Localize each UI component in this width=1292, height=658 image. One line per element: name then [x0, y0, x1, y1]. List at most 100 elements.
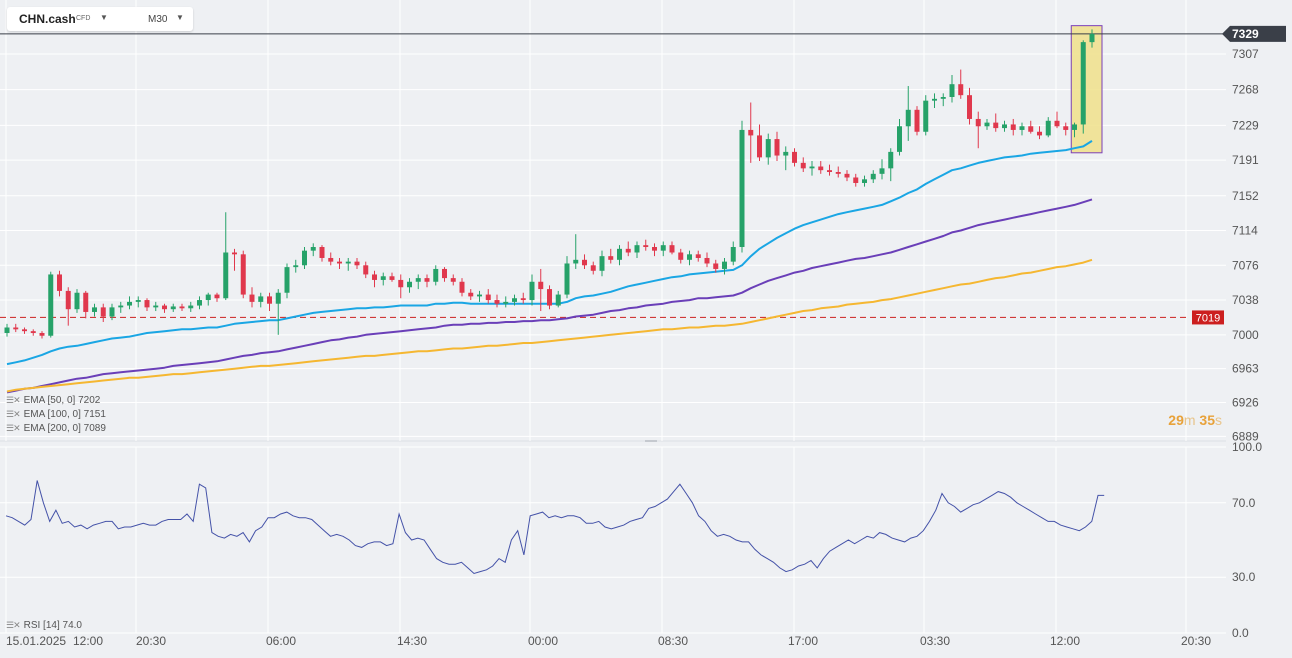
- candle-body: [442, 268, 447, 279]
- price-tick-label: 7229: [1232, 118, 1259, 132]
- legend-ema-100[interactable]: ☰✕ EMA [100, 0] 7151: [6, 409, 106, 420]
- candle-body: [407, 281, 412, 288]
- pane-resize-handle: [645, 440, 657, 442]
- settings-close-icon[interactable]: ☰✕: [6, 620, 21, 630]
- price-tick-label: 7076: [1232, 258, 1259, 272]
- candle-body: [940, 97, 946, 99]
- chevron-down-icon[interactable]: ▼: [176, 13, 184, 22]
- price-tick-label: 6926: [1232, 395, 1259, 409]
- candle-body: [713, 263, 719, 269]
- candle-body: [354, 261, 360, 266]
- symbol-label: CHN.cash: [19, 12, 76, 26]
- highlight-box: [1070, 25, 1103, 154]
- candle-body: [267, 296, 272, 304]
- candle-body: [520, 298, 526, 301]
- candle-body: [153, 305, 159, 308]
- candle-body: [564, 263, 570, 295]
- candle-body: [730, 247, 736, 262]
- time-tick-label: 00:00: [528, 634, 558, 648]
- rsi-tick-label: 70.0: [1232, 496, 1256, 510]
- current-price-tag: [1222, 25, 1286, 42]
- candle-body: [862, 179, 867, 183]
- legend-rsi[interactable]: ☰✕ RSI [14] 74.0: [6, 620, 82, 631]
- legend-rsi-label: RSI [14] 74.0: [23, 620, 82, 631]
- candle-body: [897, 126, 902, 152]
- time-tick-label: 20:30: [136, 634, 166, 648]
- price-tick-label: 6889: [1232, 429, 1259, 443]
- settings-close-icon[interactable]: ☰✕: [6, 409, 21, 419]
- time-tick-label: 03:30: [920, 634, 950, 648]
- candle-body: [695, 254, 701, 258]
- time-tick-label: 08:30: [658, 634, 688, 648]
- candle-body: [372, 274, 377, 280]
- candle-body: [608, 256, 614, 260]
- candle-body: [310, 247, 316, 251]
- candle-body: [1037, 131, 1042, 136]
- candle-body: [223, 252, 229, 299]
- candle-body: [1054, 120, 1060, 127]
- candle-body: [1045, 120, 1051, 136]
- candle-body: [57, 274, 62, 291]
- price-tick-label: 7307: [1232, 47, 1259, 61]
- candle-body: [573, 259, 579, 264]
- candle-body: [547, 289, 552, 306]
- legend-ema-200-label: EMA [200, 0] 7089: [23, 423, 106, 434]
- rsi-tick-label: 100.0: [1232, 440, 1262, 454]
- candle-body: [870, 173, 876, 180]
- chevron-down-icon[interactable]: ▼: [100, 13, 108, 22]
- candle-body: [967, 95, 972, 119]
- candle-body: [993, 122, 999, 129]
- countdown-seconds: 35: [1199, 412, 1215, 428]
- candle-body: [809, 166, 815, 169]
- candle-body: [765, 139, 771, 158]
- ema-line-100: [6, 198, 1093, 394]
- candle-body: [258, 296, 264, 302]
- reference-price-label: 7019: [1196, 312, 1220, 324]
- candle-body: [757, 135, 762, 158]
- symbol-selector[interactable]: CHN.cash CFD ▼ M30 ▼: [7, 7, 193, 31]
- candle-body: [704, 257, 710, 264]
- price-tick-label: 7152: [1232, 189, 1259, 203]
- timeframe-label[interactable]: M30: [148, 14, 168, 25]
- reference-price-tag: [1192, 310, 1224, 325]
- candle-body: [625, 248, 631, 253]
- candle-body: [424, 278, 430, 282]
- candle-body: [958, 84, 964, 96]
- candle-body: [363, 265, 369, 275]
- cfd-badge: CFD: [76, 15, 91, 22]
- candle-body: [22, 329, 27, 332]
- candle-body: [249, 294, 255, 302]
- candle-body: [1072, 124, 1077, 130]
- candle-body: [678, 252, 684, 260]
- settings-close-icon[interactable]: ☰✕: [6, 423, 21, 433]
- candle-body: [652, 247, 657, 251]
- candle-body: [660, 245, 666, 251]
- candle-body: [888, 151, 894, 169]
- candle-body: [135, 300, 141, 302]
- candle-body: [162, 305, 167, 310]
- candle-body: [415, 278, 421, 282]
- candle-body: [170, 306, 176, 310]
- candle-body: [975, 118, 981, 127]
- legend-ema-200[interactable]: ☰✕ EMA [200, 0] 7089: [6, 423, 106, 434]
- time-tick-label: 15.01.2025: [6, 634, 66, 648]
- time-tick-label: 06:00: [266, 634, 296, 648]
- candle-body: [100, 307, 106, 317]
- candle-body: [477, 294, 482, 297]
- candle-body: [1080, 42, 1086, 125]
- candle-body: [232, 252, 237, 255]
- countdown-seconds-unit: s: [1215, 412, 1222, 428]
- legend-ema-100-label: EMA [100, 0] 7151: [23, 409, 106, 420]
- candle-body: [905, 109, 911, 127]
- settings-close-icon[interactable]: ☰✕: [6, 395, 21, 405]
- candle-body: [538, 281, 544, 290]
- candle-body: [118, 305, 124, 308]
- time-tick-label: 12:00: [73, 634, 103, 648]
- candle-body: [389, 276, 395, 280]
- ema-line-200: [6, 258, 1093, 393]
- legend-ema-50[interactable]: ☰✕ EMA [50, 0] 7202: [6, 395, 100, 406]
- candle-body: [39, 332, 45, 336]
- candle-body: [722, 261, 727, 269]
- candle-body: [1028, 126, 1034, 132]
